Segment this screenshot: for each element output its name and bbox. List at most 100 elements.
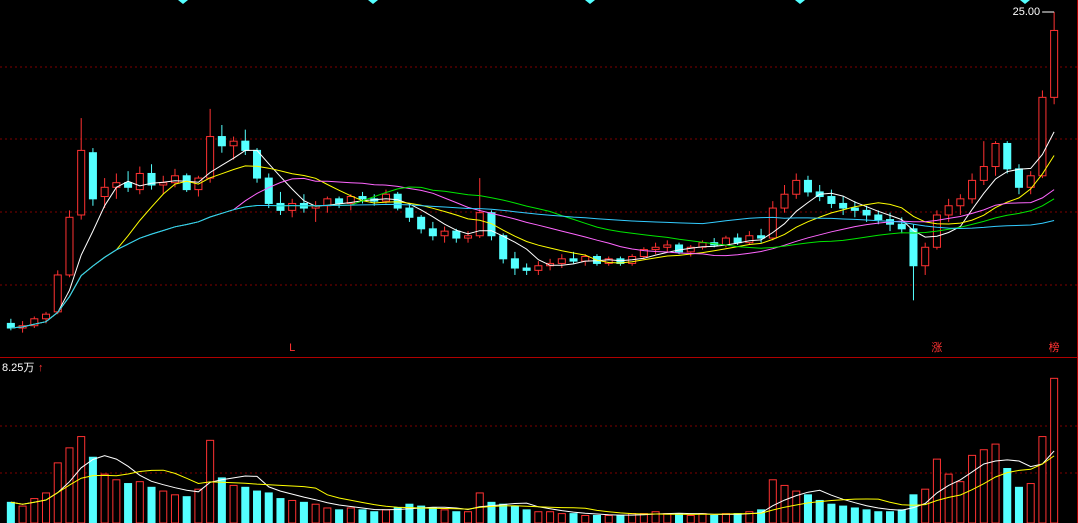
candle-body xyxy=(358,196,367,200)
volume-bar xyxy=(464,511,473,523)
ma-line xyxy=(10,155,1055,329)
volume-bar xyxy=(522,509,531,523)
candle-body xyxy=(405,207,414,218)
volume-bar xyxy=(956,481,965,523)
candle-body xyxy=(921,246,930,267)
volume-bar xyxy=(897,509,906,523)
volume-bar xyxy=(428,507,437,523)
volume-bar xyxy=(827,503,836,523)
volume-max-label: 8.25万 xyxy=(2,362,34,374)
candle-body xyxy=(827,196,836,204)
candle-body xyxy=(77,149,86,216)
volume-bar xyxy=(510,505,519,523)
candle-body xyxy=(182,175,191,191)
candle-body xyxy=(979,166,988,181)
volume-bar xyxy=(909,494,918,523)
volume-bar xyxy=(534,511,543,523)
volume-bar xyxy=(803,494,812,523)
volume-bar xyxy=(569,513,578,523)
candle-body xyxy=(675,244,684,253)
candle-body xyxy=(499,235,508,260)
volume-bar xyxy=(323,507,332,523)
volume-bar xyxy=(6,501,15,523)
candle-body xyxy=(276,202,285,211)
volume-bar xyxy=(112,479,121,523)
volume-bar xyxy=(944,473,953,523)
volume-bar xyxy=(42,492,51,523)
candle-body xyxy=(417,216,426,230)
volume-bar xyxy=(311,503,320,523)
candle-body xyxy=(768,207,777,239)
candle-body xyxy=(651,246,660,251)
volume-bar xyxy=(229,484,238,523)
volume-bar xyxy=(768,479,777,523)
candle-body xyxy=(721,237,730,246)
volume-bar xyxy=(452,511,461,523)
volume-bar xyxy=(276,498,285,523)
marker xyxy=(368,0,378,4)
ma-line xyxy=(10,203,1055,329)
volume-bar xyxy=(299,501,308,523)
candle-body xyxy=(956,198,965,207)
candle-body xyxy=(1026,175,1035,188)
volume-bar xyxy=(1050,377,1059,523)
volume-bar xyxy=(616,514,625,523)
volume-bar xyxy=(499,503,508,523)
volume-bar xyxy=(194,488,203,523)
volume-bar xyxy=(780,484,789,523)
volume-bar xyxy=(487,501,496,523)
candle-body xyxy=(757,235,766,239)
candle-body xyxy=(1038,96,1047,177)
candle-body xyxy=(686,246,695,253)
volume-bar xyxy=(675,513,684,523)
volume-ma-line xyxy=(10,450,1055,516)
high-label: 25.00 xyxy=(1013,6,1041,18)
candle-body xyxy=(42,313,51,320)
ma-line xyxy=(10,186,1055,329)
candle-body xyxy=(1003,142,1012,170)
volume-bar xyxy=(862,509,871,523)
candle-body xyxy=(440,230,449,237)
candle-body xyxy=(381,193,390,202)
volume-bar xyxy=(18,505,27,523)
ma-line xyxy=(10,177,1055,329)
volume-bar xyxy=(370,511,379,523)
candle-body xyxy=(100,186,109,198)
volume-bar xyxy=(1014,486,1023,523)
volume-bar xyxy=(253,490,262,523)
candle-body xyxy=(65,216,74,276)
volume-bar xyxy=(381,509,390,523)
candle-body xyxy=(874,214,883,221)
volume-bar xyxy=(182,496,191,523)
candle-body xyxy=(346,196,355,204)
volume-bar xyxy=(721,513,730,523)
volume-bar xyxy=(557,513,566,523)
candle-body xyxy=(909,228,918,267)
flag-label: L xyxy=(289,342,295,354)
candle-body xyxy=(968,179,977,200)
candle-body xyxy=(6,322,15,329)
candle-body xyxy=(241,140,250,151)
volume-bar xyxy=(335,509,344,523)
candle-body xyxy=(475,212,484,237)
volume-bar xyxy=(991,443,1000,523)
volume-arrow: ↑ xyxy=(38,362,44,374)
candle-body xyxy=(170,175,179,184)
top-markers xyxy=(178,0,1030,4)
volume-bar xyxy=(792,490,801,523)
candle-body xyxy=(217,136,226,147)
volume-bar xyxy=(850,507,859,523)
candle-body xyxy=(850,207,859,211)
volume-bar xyxy=(417,505,426,523)
candle-body xyxy=(897,223,906,230)
flag-label: 涨 xyxy=(931,341,942,354)
candle-body xyxy=(839,202,848,209)
candle-body xyxy=(229,140,238,147)
flag-label: 榜 xyxy=(1049,340,1060,354)
volume-bar xyxy=(874,511,883,523)
ma-line xyxy=(10,131,1055,329)
volume-bar xyxy=(393,507,402,523)
candle-body xyxy=(124,182,133,188)
